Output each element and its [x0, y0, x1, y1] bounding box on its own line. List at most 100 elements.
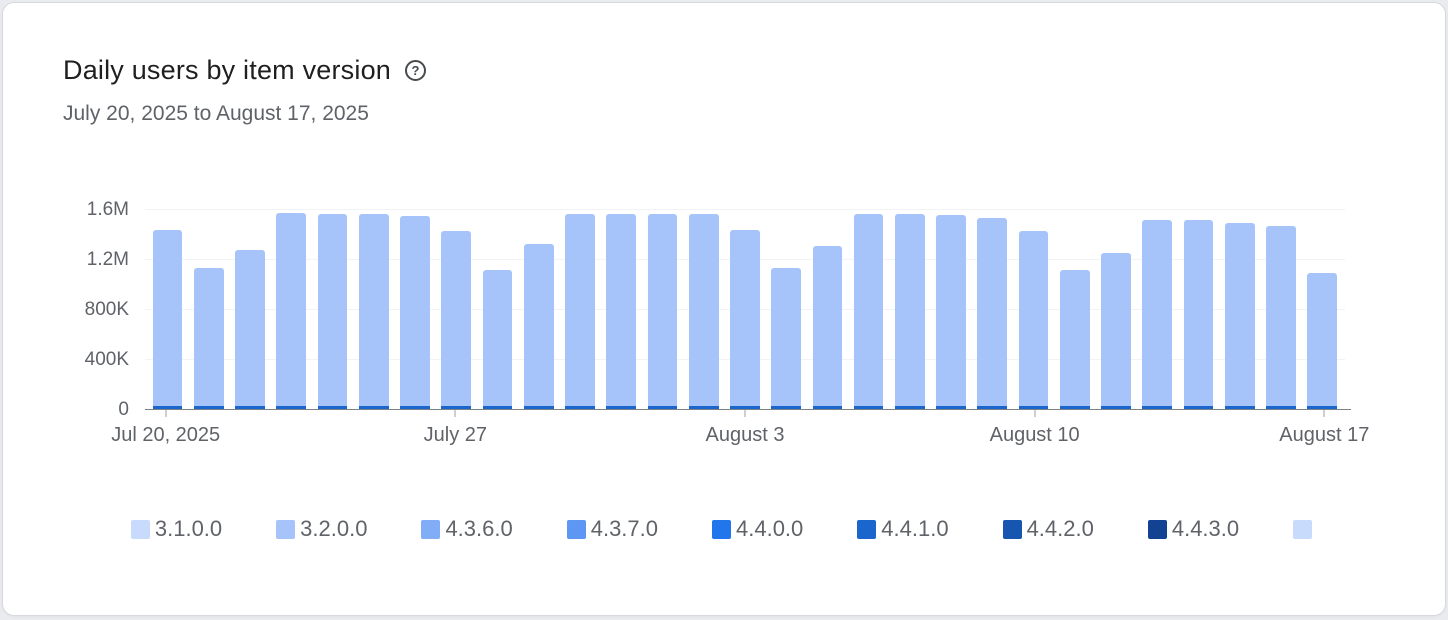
bar-segment-4.4.1.0: [1183, 406, 1214, 410]
bars: [145, 210, 1345, 410]
bar-segment-4.4.1.0: [771, 406, 801, 410]
bar-aug-11[interactable]: [1054, 210, 1095, 410]
bar-segment-4.4.1.0: [523, 406, 554, 410]
stacked-bar: [1142, 220, 1173, 410]
stacked-bar: [730, 230, 760, 410]
bar-aug-3[interactable]: [724, 210, 765, 410]
bar-aug-12[interactable]: [1095, 210, 1136, 410]
date-range-subtitle: July 20, 2025 to August 17, 2025: [63, 102, 369, 125]
bar-segment-4.4.1.0: [1307, 406, 1338, 410]
x-axis-tick: [1034, 410, 1036, 417]
x-tick-label: August 17: [1279, 424, 1370, 446]
legend-label: 4.4.3.0: [1171, 516, 1240, 541]
legend-item-4.3.6.0: 4.3.6.0: [421, 516, 513, 542]
bar-segment-3.2.0.0: [771, 267, 801, 407]
bar-aug-6[interactable]: [848, 210, 889, 410]
bar-segment-3.2.0.0: [1101, 252, 1131, 407]
legend-item-4.3.7.0: 4.3.7.0: [566, 516, 658, 542]
bar-aug-17[interactable]: [1302, 210, 1343, 410]
bar-jul-24[interactable]: [312, 210, 353, 410]
bar-jul-25[interactable]: [353, 210, 394, 410]
bar-jul-21[interactable]: [188, 210, 229, 410]
bar-segment-3.2.0.0: [1307, 272, 1338, 407]
bar-jul-26[interactable]: [394, 210, 435, 410]
bar-aug-13[interactable]: [1137, 210, 1178, 410]
bar-jul-29[interactable]: [518, 210, 559, 410]
bar-segment-3.2.0.0: [152, 230, 183, 407]
legend-swatch: [276, 519, 296, 539]
legend-swatch: [712, 519, 731, 539]
legend-label: 4.4.2.0: [1026, 516, 1094, 541]
bar-segment-4.4.1.0: [936, 406, 966, 410]
bar-aug-2[interactable]: [683, 210, 724, 410]
x-axis-tick: [744, 410, 746, 417]
bar-segment-3.2.0.0: [812, 246, 843, 407]
daily-users-chart: 0 400K 800K 1.2M 1.6M Jul 20, 2025 July 27 Aug…: [63, 199, 1385, 446]
bar-segment-3.2.0.0: [1224, 222, 1255, 407]
bar-jul-22[interactable]: [229, 210, 270, 410]
stacked-bar: [276, 212, 307, 410]
bar-segment-3.2.0.0: [276, 212, 307, 407]
stacked-bar: [441, 231, 472, 410]
bar-segment-4.4.1.0: [276, 406, 307, 410]
bar-aug-10[interactable]: [1013, 210, 1054, 410]
x-tick-label: July 27: [423, 424, 488, 446]
bar-jul-23[interactable]: [271, 210, 312, 410]
x-axis-line: [145, 409, 1351, 410]
stacked-bar: [853, 213, 884, 410]
bar-segment-4.4.1.0: [1266, 406, 1296, 410]
legend-label: 3.1.0.0: [154, 516, 223, 541]
stacked-bar: [565, 213, 595, 410]
y-tick-label: 800K: [84, 299, 129, 320]
bar-aug-14[interactable]: [1178, 210, 1219, 410]
x-axis-tick: [1323, 410, 1325, 417]
bar-segment-4.4.1.0: [647, 406, 678, 410]
help-icon[interactable]: ?: [405, 60, 427, 81]
legend-swatch: [566, 519, 586, 539]
x-tick-label: Jul 20, 2025: [111, 424, 221, 446]
y-tick-label: 1.6M: [86, 199, 129, 220]
stacked-bar: [235, 250, 265, 410]
bar-jul-30[interactable]: [559, 210, 600, 410]
stacked-bar: [936, 215, 966, 410]
bar-jul-31[interactable]: [601, 210, 642, 410]
stacked-bar: [977, 217, 1008, 410]
stacked-bar: [523, 243, 554, 410]
bar-segment-4.4.1.0: [1224, 406, 1255, 410]
bar-segment-4.4.1.0: [606, 406, 637, 410]
stacked-bar: [894, 213, 925, 410]
bar-jul-27[interactable]: [436, 210, 477, 410]
stacked-bar: [1183, 220, 1214, 410]
legend-item-4.4.1.0: 4.4.1.0: [857, 516, 949, 542]
bar-segment-4.4.1.0: [977, 406, 1008, 410]
bar-aug-15[interactable]: [1219, 210, 1260, 410]
bar-aug-1[interactable]: [642, 210, 683, 410]
bar-jul-28[interactable]: [477, 210, 518, 410]
bar-segment-4.4.1.0: [441, 406, 472, 410]
bar-aug-8[interactable]: [930, 210, 971, 410]
bar-aug-16[interactable]: [1260, 210, 1301, 410]
bar-segment-4.4.1.0: [1059, 406, 1090, 410]
bar-jul-20[interactable]: [147, 210, 188, 410]
bar-segment-4.4.1.0: [317, 406, 348, 410]
stacked-bar: [1018, 231, 1049, 410]
bar-segment-4.4.1.0: [1142, 406, 1173, 410]
stacked-bar: [1266, 226, 1296, 410]
legend-swatch: [1147, 519, 1167, 539]
bar-segment-3.2.0.0: [317, 213, 348, 407]
bar-segment-3.2.0.0: [606, 213, 637, 407]
bar-aug-5[interactable]: [807, 210, 848, 410]
legend-swatch: [1002, 519, 1022, 539]
stacked-bar: [606, 213, 637, 410]
x-axis-labels: Jul 20, 2025 July 27 August 3 August 10 Augu…: [111, 424, 1369, 450]
legend-label: 4.4.1.0: [881, 516, 949, 541]
y-tick-label: 0: [118, 399, 129, 420]
stacked-bar: [317, 213, 348, 410]
bar-aug-4[interactable]: [766, 210, 807, 410]
bar-segment-4.4.1.0: [688, 406, 719, 410]
bar-aug-7[interactable]: [889, 210, 930, 410]
bar-aug-9[interactable]: [972, 210, 1013, 410]
legend-item-4.4.3.0: 4.4.3.0: [1147, 516, 1240, 542]
bar-segment-3.2.0.0: [194, 267, 224, 407]
